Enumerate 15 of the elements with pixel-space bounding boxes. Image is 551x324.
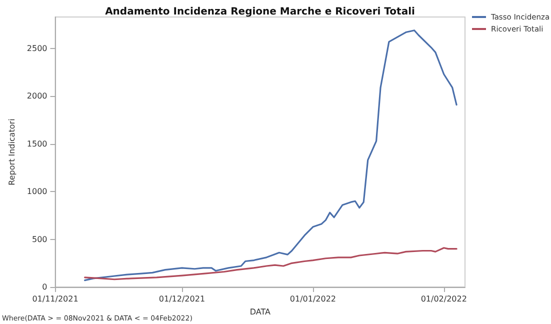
x-axis-title: DATA (250, 307, 271, 316)
x-tick-label: 01/01/2022 (290, 294, 336, 304)
x-tick-label: 01/12/2021 (158, 294, 206, 304)
y-tick-label: 500 (32, 234, 48, 244)
x-tick-label: 01/02/2022 (420, 294, 467, 304)
chart-title: Andamento Incidenza Regione Marche e Ricoveri Totali (105, 6, 415, 18)
y-axis-title: Report Indicatori (8, 118, 16, 186)
x-tick-label: 01/11/2021 (32, 294, 78, 304)
y-tick-label: 2500 (26, 44, 48, 53)
y-tick-label: 0 (42, 282, 48, 292)
line-series (84, 30, 458, 282)
y-tick-label: 1000 (26, 187, 48, 196)
line-series (84, 247, 458, 280)
y-tick-label: 2000 (26, 92, 48, 101)
y-tick-label: 1500 (26, 139, 48, 148)
